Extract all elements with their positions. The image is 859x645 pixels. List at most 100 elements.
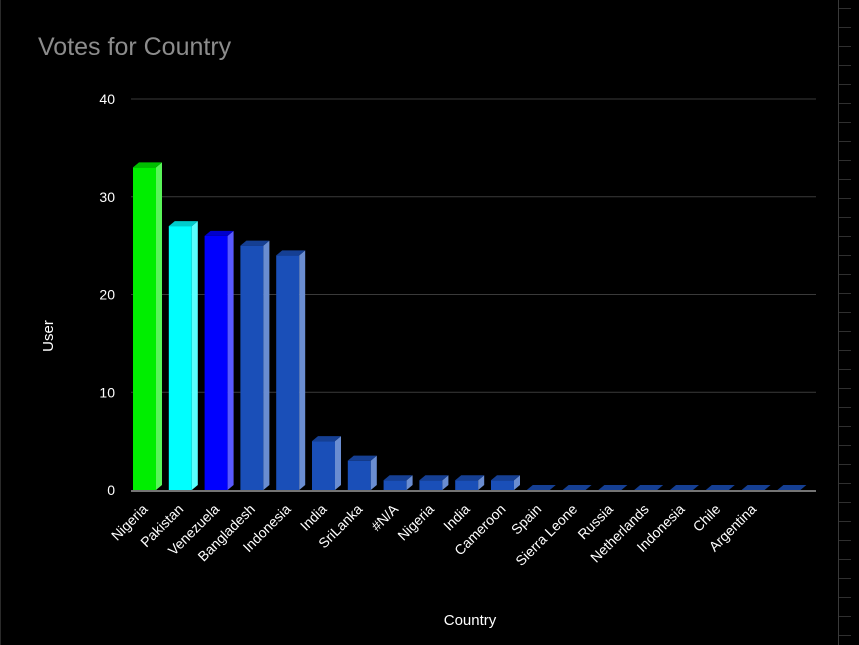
bar-top: [383, 475, 413, 481]
bar-top: [204, 230, 234, 236]
y-tick-label: 40: [99, 91, 115, 107]
strip-tick: [839, 426, 851, 427]
strip-tick: [839, 65, 851, 66]
bar-side: [299, 250, 306, 490]
bars: [133, 162, 807, 491]
bar-top: [741, 485, 771, 490]
bar: [491, 475, 520, 490]
bar-front: [312, 441, 335, 490]
bar-top: [634, 485, 664, 490]
bar-top: [526, 485, 556, 490]
bar-front: [276, 255, 300, 490]
strip-tick: [839, 331, 851, 332]
bar-front: [419, 480, 443, 490]
bar-side: [227, 230, 234, 490]
bar: [312, 436, 341, 490]
bar-top: [419, 475, 449, 481]
y-axis-ticks: 0 10 20 30 40: [99, 91, 115, 498]
bar-front: [133, 167, 156, 491]
strip-tick: [839, 122, 851, 123]
bar-front: [491, 480, 514, 490]
strip-tick: [839, 84, 851, 85]
strip-tick: [839, 483, 851, 484]
strip-tick: [839, 46, 851, 47]
y-axis-label: User: [40, 320, 57, 352]
bar-top: [670, 485, 699, 490]
bar: [240, 240, 270, 490]
strip-tick: [839, 578, 851, 579]
strip-tick: [839, 293, 851, 294]
bar-front: [347, 460, 371, 490]
bar-front: [204, 235, 228, 490]
chart-title: Votes for Country: [38, 33, 232, 61]
bar-side: [514, 475, 520, 490]
bar: [526, 485, 556, 491]
strip-tick: [839, 312, 851, 313]
bar: [383, 475, 413, 490]
bar: [670, 485, 699, 491]
strip-tick: [839, 597, 851, 598]
bar: [276, 250, 306, 490]
bar-top: [133, 162, 162, 168]
bar-side: [370, 455, 377, 490]
bar-top: [491, 475, 520, 481]
chart-panel: Votes for Country 0 10 20 30 40 Nigeria Pakis…: [0, 0, 816, 645]
strip-tick: [839, 255, 851, 256]
strip-tick: [839, 217, 851, 218]
bar-top: [562, 485, 592, 490]
strip-tick: [839, 559, 851, 560]
bar: [705, 485, 735, 491]
bar: [634, 485, 664, 491]
bar-top: [240, 240, 270, 246]
gridlines: [131, 98, 816, 393]
x-axis-label: Country: [444, 612, 497, 629]
bar: [741, 485, 771, 491]
strip-tick: [839, 179, 851, 180]
strip-tick: [839, 27, 851, 28]
bar-chart: 0 10 20 30 40 NigeriaPakistanVenezuelaBangla…: [40, 91, 816, 629]
strip-tick: [839, 369, 851, 370]
bar-top: [455, 475, 485, 481]
y-tick-label: 0: [107, 482, 115, 498]
strip-tick: [839, 445, 851, 446]
strip-tick: [839, 8, 851, 9]
strip-tick: [839, 616, 851, 617]
strip-tick: [839, 635, 851, 636]
strip-tick: [839, 350, 851, 351]
strip-tick: [839, 464, 851, 465]
bar-side: [156, 162, 162, 491]
strip-tick: [839, 521, 851, 522]
window-edge-strip: [838, 0, 859, 645]
strip-tick: [839, 502, 851, 503]
strip-tick: [839, 198, 851, 199]
strip-tick: [839, 141, 851, 142]
bar-side: [263, 240, 270, 490]
x-tick-label: Nigeria: [394, 501, 437, 544]
bar: [168, 221, 198, 490]
x-tick-label: India: [440, 501, 473, 534]
strip-tick: [839, 274, 851, 275]
bar-side: [478, 475, 485, 490]
bar: [419, 475, 449, 490]
bar-front: [455, 480, 479, 490]
bar-top: [347, 455, 377, 461]
y-tick-label: 10: [99, 384, 115, 400]
bar-top: [777, 485, 807, 490]
bar: [598, 485, 628, 491]
strip-tick: [839, 540, 851, 541]
bar-side: [335, 436, 341, 490]
bar: [562, 485, 592, 491]
strip-tick: [839, 160, 851, 161]
bar-top: [598, 485, 628, 490]
bar: [455, 475, 485, 490]
bar-top: [705, 485, 735, 490]
bar-front: [383, 480, 407, 490]
bar-front: [168, 226, 192, 490]
strip-tick: [839, 407, 851, 408]
bar-side: [191, 221, 198, 490]
bar-top: [276, 250, 306, 256]
y-tick-label: 20: [99, 287, 115, 303]
bar-side: [442, 475, 449, 490]
bar-top: [312, 436, 341, 442]
x-tick-label: India: [297, 501, 330, 534]
